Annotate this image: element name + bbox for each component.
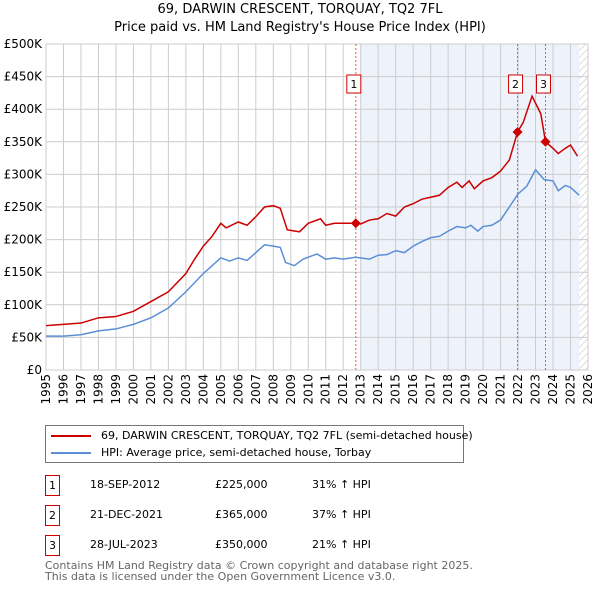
x-tick-label: 2010 <box>301 374 315 405</box>
x-tick-label: 2011 <box>319 374 333 405</box>
x-tick-label: 2016 <box>406 374 420 405</box>
x-tick-label: 2017 <box>424 374 438 405</box>
sale-number-badge: 3 <box>45 535 60 556</box>
x-tick-label: 2023 <box>529 374 543 405</box>
x-tick-label: 2013 <box>354 374 368 405</box>
series-line <box>45 94 579 327</box>
y-tick-label: £150K <box>4 265 44 279</box>
y-tick-label: £350K <box>4 135 44 149</box>
sale-date: 28-JUL-2023 <box>90 538 158 551</box>
x-tick-label: 1998 <box>91 374 105 405</box>
y-tick-label: £100K <box>4 298 44 312</box>
sale-label-box <box>346 74 362 94</box>
x-tick-label: 2003 <box>179 374 193 405</box>
x-tick-label: 2021 <box>494 374 508 405</box>
x-tick-label: 1999 <box>109 374 123 405</box>
plot-border <box>45 43 589 371</box>
x-tick-label: 2002 <box>161 374 175 405</box>
sale-point <box>350 218 361 229</box>
x-tick-label: 2006 <box>231 374 245 405</box>
sale-price: £365,000 <box>215 508 268 521</box>
sale-number-badge: 2 <box>45 505 60 526</box>
sale-number-badge: 1 <box>45 475 60 496</box>
sale-hpi-change: 37% ↑ HPI <box>312 508 371 521</box>
sale-row: 2 21-DEC-2021 £365,000 37% ↑ HPI <box>45 505 545 526</box>
x-tick-label: 2015 <box>389 374 403 405</box>
legend-label: HPI: Average price, semi-detached house,… <box>101 446 372 459</box>
sale-label: 3 <box>540 78 547 91</box>
y-tick-label: £0 <box>27 363 42 377</box>
footer-copyright: Contains HM Land Registry data © Crown c… <box>45 559 473 572</box>
x-tick-label: 2012 <box>336 374 350 405</box>
sale-row: 3 28-JUL-2023 £350,000 21% ↑ HPI <box>45 535 545 556</box>
x-tick-label: 2000 <box>126 374 140 405</box>
legend: 69, DARWIN CRESCENT, TORQUAY, TQ2 7FL (s… <box>45 425 473 463</box>
sale-hpi-change: 21% ↑ HPI <box>312 538 371 551</box>
sale-label: 2 <box>512 78 519 91</box>
sale-hpi-change: 31% ↑ HPI <box>312 478 371 491</box>
sale-row: 1 18-SEP-2012 £225,000 31% ↑ HPI <box>45 475 545 496</box>
sale-point <box>512 127 523 138</box>
sale-point <box>540 136 551 147</box>
x-tick-label: 2025 <box>564 374 578 405</box>
x-tick-label: 2019 <box>459 374 473 405</box>
legend-swatch <box>51 452 91 454</box>
y-tick-label: £300K <box>4 167 44 181</box>
chart-subtitle: Price paid vs. HM Land Registry's House … <box>114 20 486 35</box>
legend-label: 69, DARWIN CRESCENT, TORQUAY, TQ2 7FL (s… <box>101 429 473 442</box>
sale-date: 21-DEC-2021 <box>90 508 164 521</box>
sale-label: 1 <box>350 78 357 91</box>
sale-price: £350,000 <box>215 538 268 551</box>
sale-label-box <box>508 74 524 94</box>
chart-title: 69, DARWIN CRESCENT, TORQUAY, TQ2 7FL <box>157 2 443 17</box>
x-tick-label: 2022 <box>511 374 525 405</box>
x-tick-label: 2024 <box>546 374 560 405</box>
x-tick-label: 1995 <box>39 374 53 405</box>
x-tick-label: 2009 <box>284 374 298 405</box>
x-tick-label: 2005 <box>214 374 228 405</box>
y-tick-label: £400K <box>4 102 44 116</box>
sale-label-box <box>536 74 552 94</box>
price-chart: £0 £50K £100K £150K £200K £250K £300K £350K £400… <box>4 37 595 405</box>
x-tick-label: 1996 <box>56 374 70 405</box>
x-tick-label: 2014 <box>371 374 385 405</box>
x-tick-label: 2001 <box>144 374 158 405</box>
x-tick-label: 2007 <box>249 374 263 405</box>
x-tick-label: 1997 <box>74 374 88 405</box>
sale-price: £225,000 <box>215 478 268 491</box>
footer-licence: This data is licensed under the Open Gov… <box>45 570 396 583</box>
sale-date: 18-SEP-2012 <box>90 478 161 491</box>
legend-swatch <box>51 435 91 437</box>
series-line <box>46 168 580 337</box>
x-tick-label: 2018 <box>441 374 455 405</box>
x-tick-label: 2004 <box>196 374 210 405</box>
y-tick-label: £200K <box>4 233 44 247</box>
y-tick-label: £450K <box>4 70 44 84</box>
x-tick-label: 2020 <box>476 374 490 405</box>
x-tick-label: 2026 <box>581 374 595 405</box>
y-tick-label: £250K <box>4 200 44 214</box>
x-tick-label: 2008 <box>266 374 280 405</box>
y-tick-label: £500K <box>4 37 44 51</box>
y-tick-label: £50K <box>11 330 43 344</box>
